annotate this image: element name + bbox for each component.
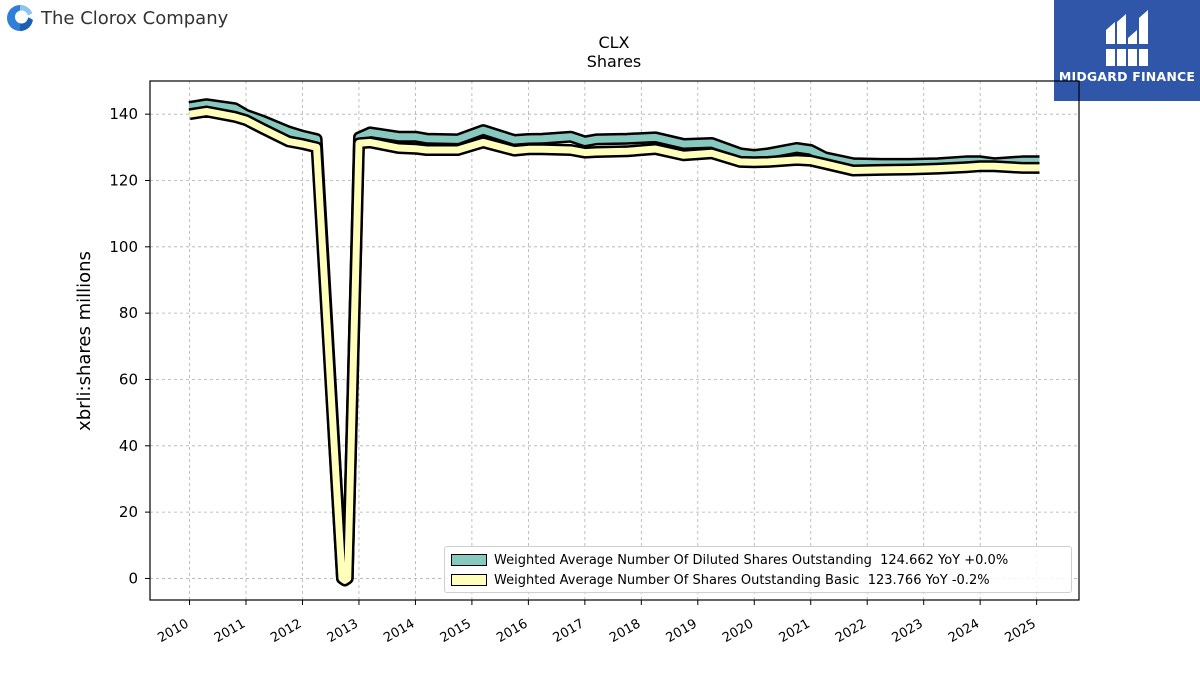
x-tick-label: 2011 [212, 616, 248, 646]
y-tick-label: 40 [119, 437, 138, 455]
x-tick-label: 2013 [325, 616, 361, 646]
x-tick-label: 2021 [777, 616, 813, 646]
company-name: The Clorox Company [41, 7, 229, 29]
legend-item-basic: Weighted Average Number Of Shares Outsta… [451, 570, 1065, 590]
y-tick-label: 80 [119, 304, 138, 322]
x-tick-label: 2025 [1002, 616, 1038, 646]
y-tick-label: 60 [119, 370, 138, 388]
legend-swatch-diluted [451, 554, 487, 566]
x-tick-label: 2019 [664, 616, 700, 646]
clorox-logo-icon [7, 5, 33, 31]
chart-legend: Weighted Average Number Of Diluted Share… [444, 546, 1072, 593]
legend-label-basic: Weighted Average Number Of Shares Outsta… [494, 572, 990, 588]
y-tick-label: 140 [109, 105, 138, 123]
x-tick-label: 2010 [155, 616, 191, 646]
x-tick-label: 2020 [720, 616, 756, 646]
x-tick-label: 2018 [607, 616, 643, 646]
series-line [188, 108, 1041, 584]
company-header: The Clorox Company [6, 4, 228, 32]
y-tick-label: 0 [128, 569, 138, 587]
chart-subtitle: Shares [587, 52, 642, 71]
x-tick-label: 2012 [268, 616, 304, 646]
series-layer [188, 98, 1043, 587]
legend-label-diluted: Weighted Average Number Of Diluted Share… [494, 552, 1009, 568]
midgard-finance-badge: MIDGARD FINANCE [1054, 0, 1200, 101]
y-tick-label: 120 [109, 171, 138, 189]
x-tick-label: 2024 [946, 616, 982, 646]
y-axis-ticks: 0 20 40 60 80 100 120 140 [109, 105, 150, 587]
x-tick-label: 2017 [551, 616, 587, 646]
x-tick-label: 2015 [438, 616, 474, 646]
series-band-basic [188, 105, 1043, 587]
x-tick-label: 2023 [890, 616, 926, 646]
plot-frame [149, 80, 1080, 601]
x-axis-ticks: 2010 2011 2012 2013 2014 2015 2016 2017 2018 2019… [155, 600, 1039, 646]
legend-swatch-basic [451, 574, 487, 586]
y-axis-label: xbrli:shares millions [74, 251, 95, 431]
x-tick-label: 2014 [381, 616, 417, 646]
x-tick-label: 2016 [494, 616, 530, 646]
x-tick-label: 2022 [833, 616, 869, 646]
badge-text: MIDGARD FINANCE [1058, 69, 1196, 84]
midgard-logo-icon [1106, 10, 1148, 66]
y-tick-label: 100 [109, 238, 138, 256]
legend-item-diluted: Weighted Average Number Of Diluted Share… [451, 550, 1065, 570]
y-tick-label: 20 [119, 503, 138, 521]
chart-title: CLX [598, 33, 629, 52]
